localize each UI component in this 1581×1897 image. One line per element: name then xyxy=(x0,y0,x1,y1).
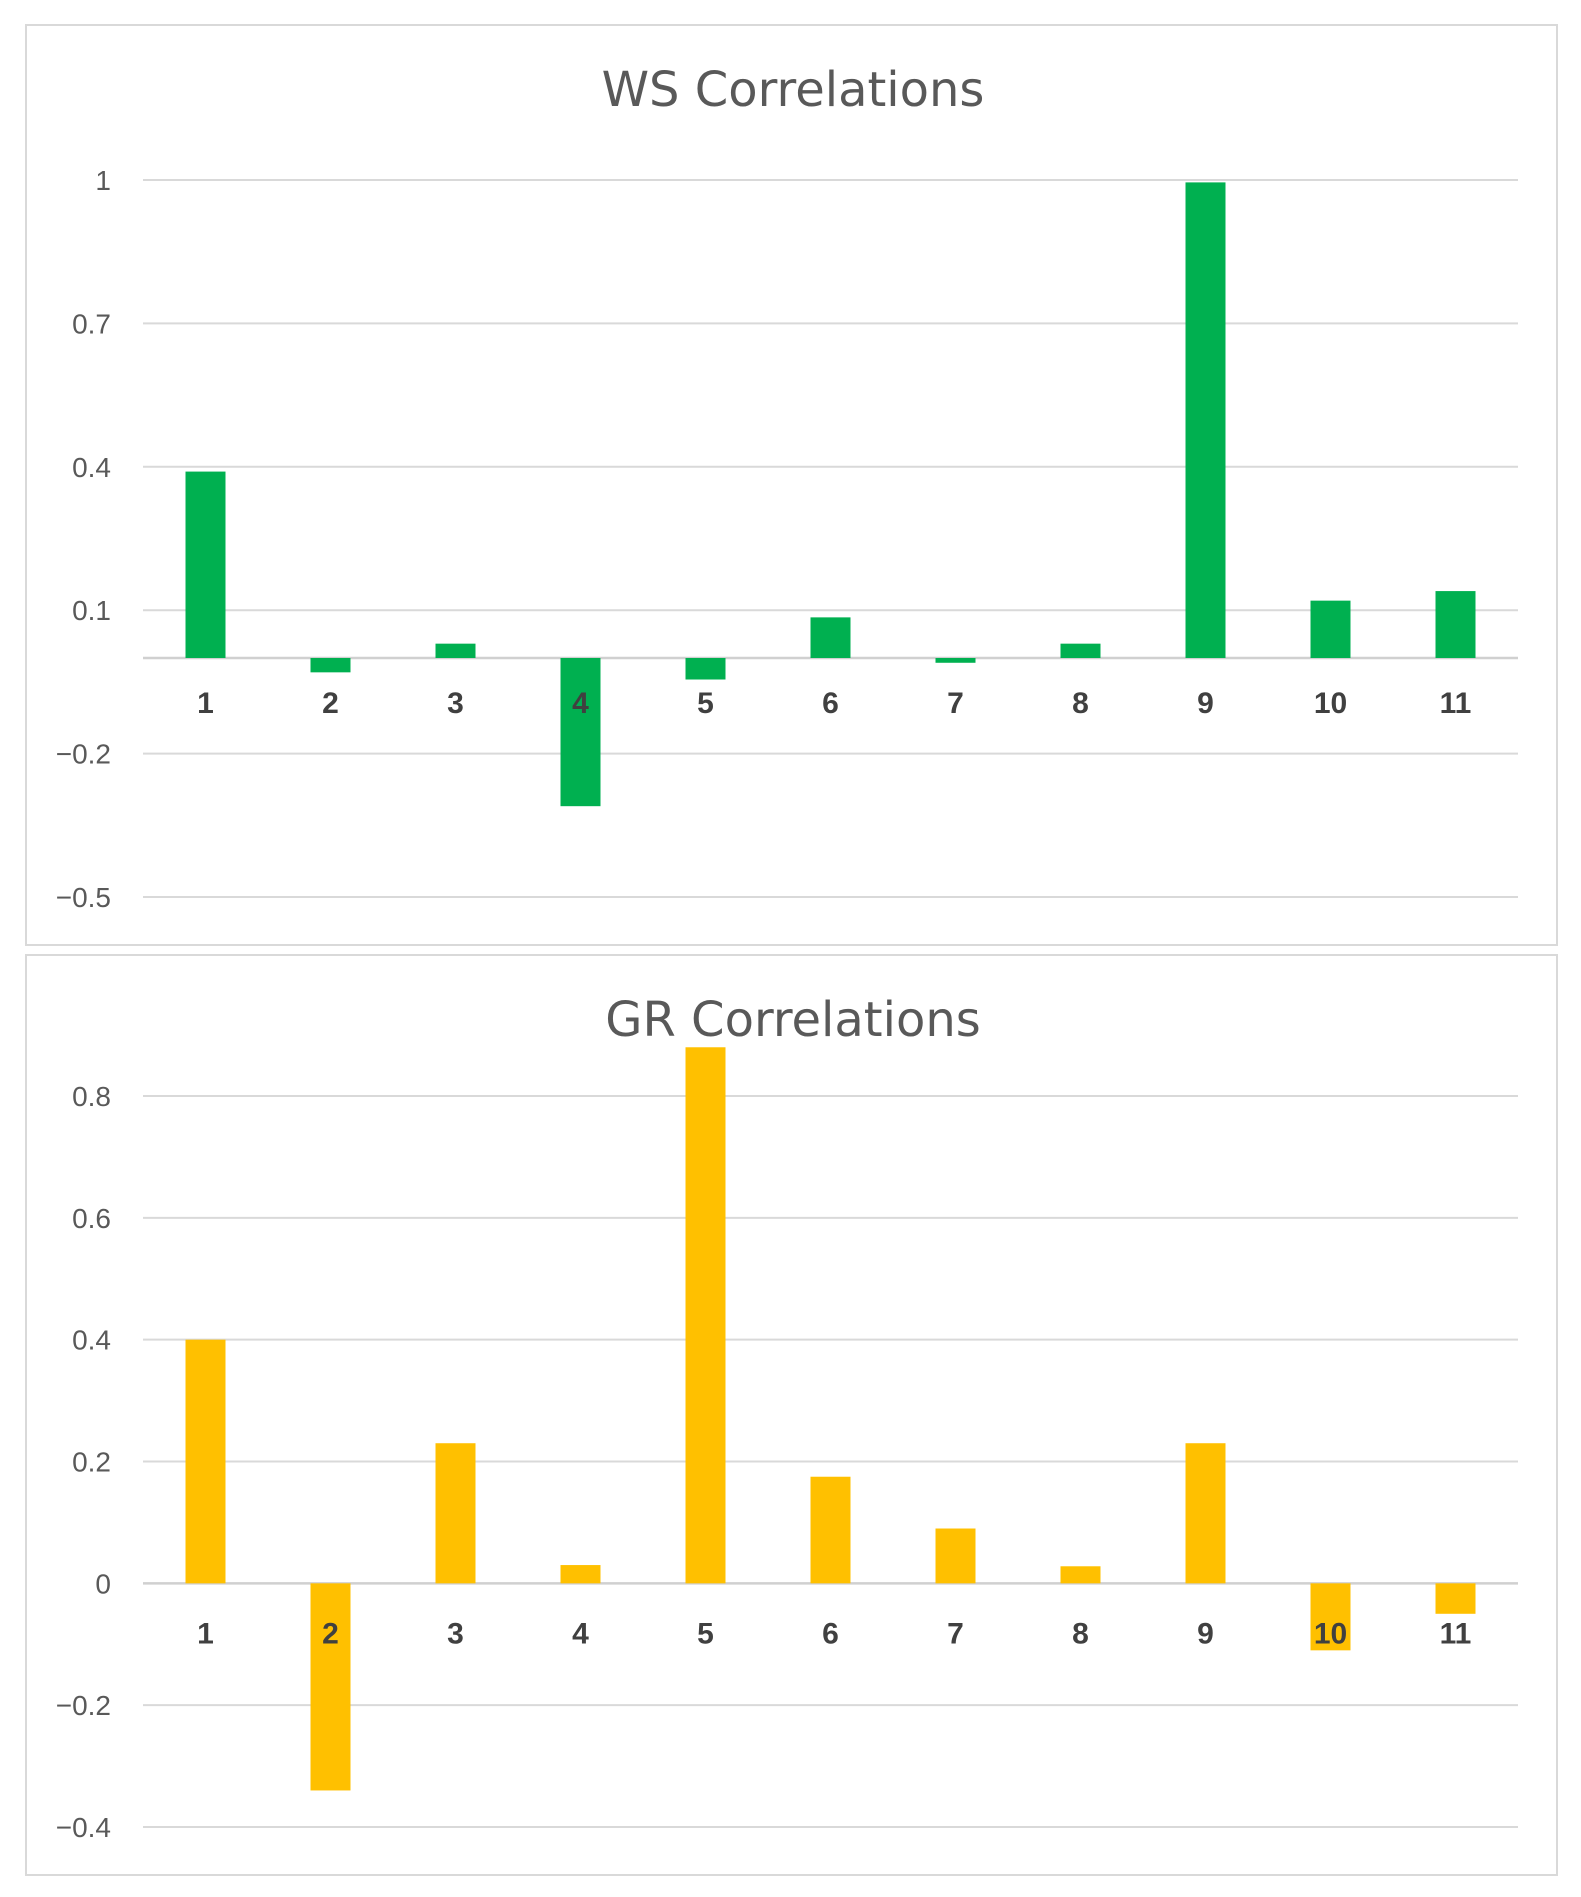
y-tick-label: 1 xyxy=(95,165,111,196)
bar-8 xyxy=(1060,1566,1101,1584)
bar-10 xyxy=(1310,600,1351,658)
y-tick-label: 0.1 xyxy=(72,595,111,626)
y-tick-label: 0.4 xyxy=(72,452,111,483)
y-axis-ticks: 0.8 0.6 0.4 0.2 0 −0.2 −0.4 xyxy=(56,1081,111,1843)
bar-11 xyxy=(1435,591,1476,658)
bar-6 xyxy=(810,1476,851,1584)
y-tick-label: 0.8 xyxy=(72,1081,111,1112)
x-tick-label: 10 xyxy=(1314,1617,1347,1650)
x-tick-label: 1 xyxy=(197,1617,214,1650)
bar-7 xyxy=(935,1528,976,1584)
bar-2 xyxy=(310,1583,351,1791)
x-tick-label: 6 xyxy=(822,687,839,720)
y-tick-label: −0.4 xyxy=(56,1812,111,1843)
bar-8 xyxy=(1060,643,1101,658)
bar-9 xyxy=(1185,182,1226,658)
x-tick-label: 10 xyxy=(1314,687,1347,720)
bar-3 xyxy=(435,643,476,658)
y-tick-label: 0 xyxy=(95,1568,111,1599)
chart-title: GR Correlations xyxy=(605,992,981,1048)
x-axis-ticks: 1 2 3 4 5 6 7 8 9 10 11 xyxy=(197,687,1471,720)
x-tick-label: 7 xyxy=(947,687,964,720)
x-tick-label: 4 xyxy=(572,1617,589,1650)
y-tick-label: 0.6 xyxy=(72,1203,111,1234)
x-tick-label: 3 xyxy=(447,1617,464,1650)
bar-4 xyxy=(560,658,601,807)
x-tick-label: 4 xyxy=(572,687,589,720)
gridlines xyxy=(143,179,1518,898)
chart-title: WS Correlations xyxy=(602,62,985,118)
x-tick-label: 2 xyxy=(322,687,339,720)
x-tick-label: 11 xyxy=(1440,687,1472,720)
x-tick-label: 7 xyxy=(947,1617,964,1650)
y-axis-ticks: 1 0.7 0.4 0.1 −0.2 −0.5 xyxy=(56,165,111,913)
bar-7 xyxy=(935,658,976,663)
y-tick-label: −0.2 xyxy=(56,1690,111,1721)
bar-1 xyxy=(185,471,226,658)
x-tick-label: 8 xyxy=(1072,1617,1089,1650)
ws-correlations-chart: WS Correlations 1 0.7 0.4 0.1 −0.2 −0.5 1 2 3 4 5… xyxy=(56,62,1518,913)
bars xyxy=(185,1047,1476,1791)
bar-9 xyxy=(1185,1443,1226,1584)
ws-chart-panel: WS Correlations 1 0.7 0.4 0.1 −0.2 −0.5 1 2 3 4 5… xyxy=(25,24,1558,946)
x-tick-label: 11 xyxy=(1440,1617,1472,1650)
bar-11 xyxy=(1435,1583,1476,1614)
x-tick-label: 9 xyxy=(1197,1617,1214,1650)
x-tick-label: 5 xyxy=(697,687,714,720)
bar-4 xyxy=(560,1565,601,1584)
bar-10 xyxy=(1310,1583,1351,1651)
bars xyxy=(185,182,1476,807)
x-tick-label: 2 xyxy=(322,1617,339,1650)
bar-1 xyxy=(185,1339,226,1584)
x-tick-label: 8 xyxy=(1072,687,1089,720)
x-axis-ticks: 1 2 3 4 5 6 7 8 9 10 11 xyxy=(197,1617,1471,1650)
gr-chart-panel: GR Correlations 0.8 0.6 0.4 0.2 0 −0.2 −0.4 1 2… xyxy=(25,954,1558,1876)
x-tick-label: 3 xyxy=(447,687,464,720)
bar-3 xyxy=(435,1443,476,1584)
x-tick-label: 9 xyxy=(1197,687,1214,720)
x-tick-label: 6 xyxy=(822,1617,839,1650)
bar-5 xyxy=(685,658,726,680)
y-tick-label: −0.5 xyxy=(56,882,111,913)
gr-correlations-chart: GR Correlations 0.8 0.6 0.4 0.2 0 −0.2 −0.4 1 2… xyxy=(56,992,1518,1843)
x-tick-label: 5 xyxy=(697,1617,714,1650)
bar-5 xyxy=(685,1047,726,1584)
y-tick-label: 0.7 xyxy=(72,308,111,339)
x-tick-label: 1 xyxy=(197,687,214,720)
bar-2 xyxy=(310,658,351,673)
y-tick-label: 0.4 xyxy=(72,1325,111,1356)
y-tick-label: 0.2 xyxy=(72,1447,111,1478)
bar-6 xyxy=(810,617,851,658)
y-tick-label: −0.2 xyxy=(56,739,111,770)
